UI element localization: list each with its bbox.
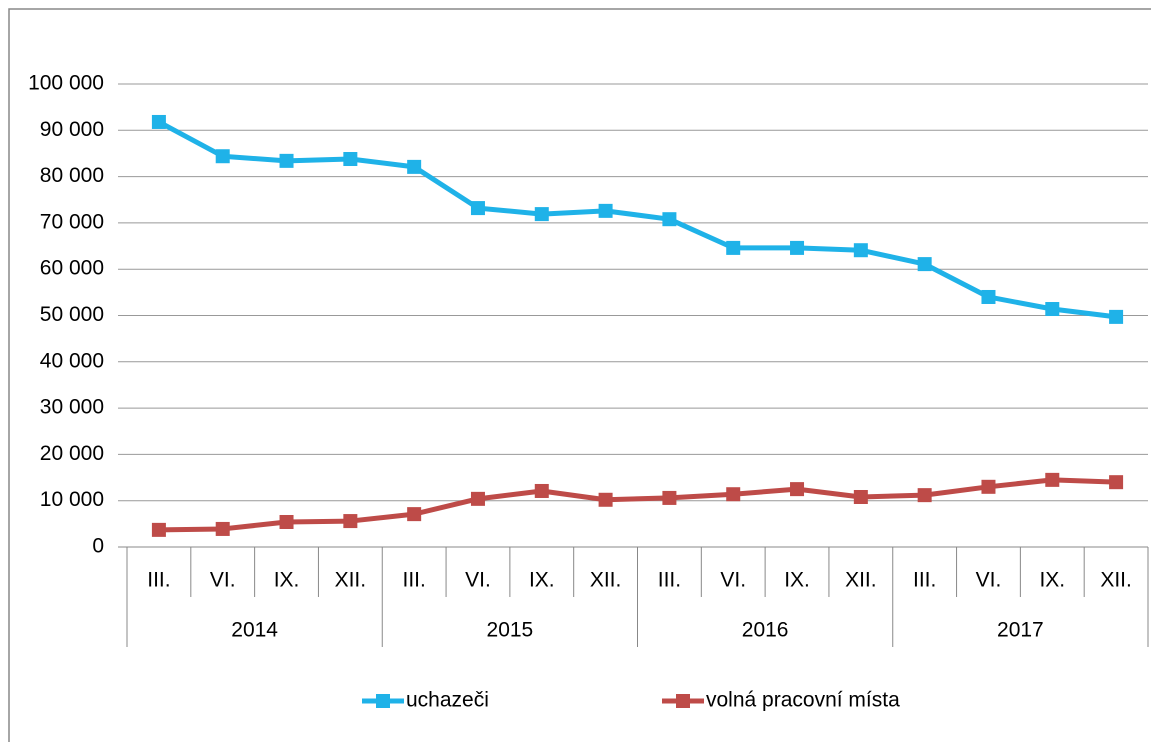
x-group-label: 2015: [487, 619, 534, 642]
point-marker: [917, 488, 932, 503]
point-marker: [343, 514, 358, 529]
point-marker: [534, 483, 549, 498]
point-marker: [470, 201, 485, 216]
x-tick-label: XII.: [845, 569, 877, 592]
point-marker: [790, 482, 805, 497]
x-tick-label: VI.: [720, 569, 746, 592]
point-marker: [151, 114, 166, 129]
point-marker: [981, 289, 996, 304]
point-marker: [1045, 472, 1060, 487]
point-marker: [853, 243, 868, 258]
legend-marker: [376, 694, 390, 708]
point-marker: [598, 203, 613, 218]
x-tick-label: IX.: [529, 569, 555, 592]
x-tick-label: IX.: [1039, 569, 1065, 592]
x-tick-label: VI.: [210, 569, 236, 592]
point-marker: [407, 159, 422, 174]
y-tick-label: 0: [92, 535, 104, 558]
x-tick-label: IX.: [784, 569, 810, 592]
x-group-label: 2014: [231, 619, 278, 642]
y-tick-label: 30 000: [40, 396, 104, 419]
y-tick-label: 70 000: [40, 210, 104, 233]
y-tick-label: 100 000: [28, 72, 104, 95]
y-tick-label: 80 000: [40, 164, 104, 187]
y-tick-label: 90 000: [40, 118, 104, 141]
point-marker: [407, 507, 422, 522]
point-marker: [917, 257, 932, 272]
x-tick-label: VI.: [976, 569, 1002, 592]
point-marker: [470, 491, 485, 506]
chart-frame: [8, 8, 1151, 742]
point-marker: [662, 490, 677, 505]
legend-marker: [676, 694, 690, 708]
point-marker: [343, 152, 358, 167]
point-marker: [1109, 475, 1124, 490]
y-tick-label: 40 000: [40, 349, 104, 372]
x-tick-label: XII.: [335, 569, 367, 592]
point-marker: [726, 240, 741, 255]
series-line: [158, 477, 1117, 533]
point-marker: [215, 149, 230, 164]
x-group-label: 2016: [742, 619, 789, 642]
x-tick-label: XII.: [1100, 569, 1132, 592]
x-tick-label: III.: [658, 569, 681, 592]
x-tick-label: VI.: [465, 569, 491, 592]
legend-label: volná pracovní místa: [706, 689, 900, 712]
point-marker: [662, 212, 677, 227]
point-marker: [279, 153, 294, 168]
point-marker: [726, 487, 741, 502]
point-marker: [790, 240, 805, 255]
x-tick-label: IX.: [274, 569, 300, 592]
x-tick-label: III.: [147, 569, 170, 592]
x-group-label: 2017: [997, 619, 1044, 642]
y-tick-label: 20 000: [40, 442, 104, 465]
x-tick-label: XII.: [590, 569, 622, 592]
y-tick-label: 60 000: [40, 257, 104, 280]
point-marker: [1045, 302, 1060, 317]
point-marker: [853, 489, 868, 504]
point-marker: [279, 514, 294, 529]
x-tick-label: III.: [913, 569, 936, 592]
point-marker: [981, 479, 996, 494]
y-tick-label: 10 000: [40, 488, 104, 511]
point-marker: [534, 207, 549, 222]
point-marker: [215, 521, 230, 536]
series-line: [157, 119, 1117, 320]
point-marker: [151, 522, 166, 537]
y-tick-label: 50 000: [40, 303, 104, 326]
x-tick-label: III.: [402, 569, 425, 592]
point-marker: [1109, 309, 1124, 324]
point-marker: [598, 492, 613, 507]
legend-label: uchazeči: [406, 689, 489, 712]
